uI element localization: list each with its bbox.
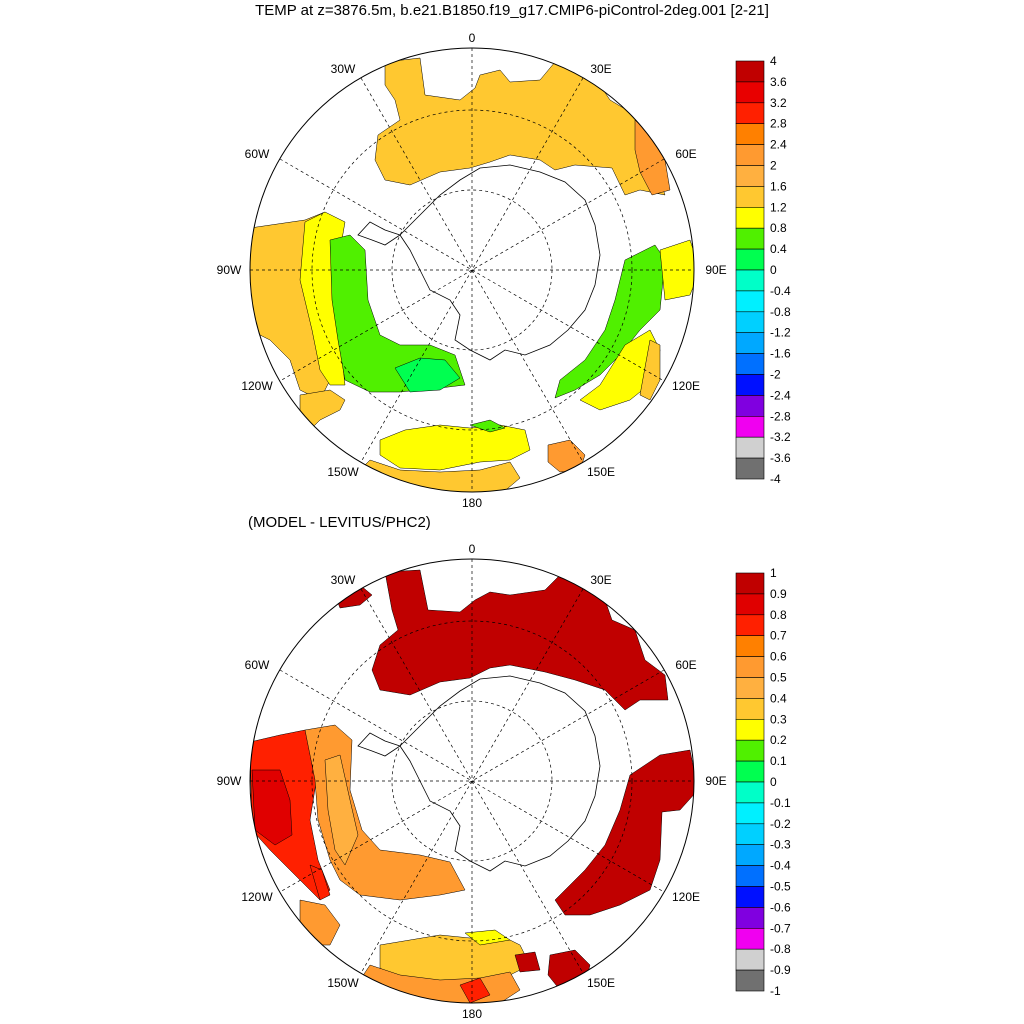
top-map-border: [249, 47, 695, 493]
plot-title: TEMP at z=3876.5m, b.e21.B1850.f19_g17.C…: [255, 2, 769, 19]
top-colorbar-label: 0.4: [770, 242, 787, 256]
top-colorbar-swatch: [735, 60, 765, 83]
top-colorbar-label: -2.4: [770, 388, 791, 402]
top-graticule: [250, 48, 694, 492]
top-colorbar-label: 0.8: [770, 221, 787, 235]
top-colorbar-label: -1.2: [770, 326, 791, 340]
top-colorbar-label: 3.2: [770, 96, 787, 110]
top-field-yellow-east2: [579, 329, 661, 411]
top-lon-60w: 60W: [245, 147, 270, 161]
top-colorbar-swatch: [735, 186, 765, 208]
top-data-field: [250, 57, 694, 492]
top-lon-120w: 120W: [241, 379, 273, 393]
top-colorbar-swatch: [735, 102, 765, 125]
top-colorbar-label: 1.6: [770, 179, 787, 193]
top-field-green-south: [469, 419, 506, 433]
top-colorbar-label: 1.2: [770, 200, 787, 214]
top-colorbar-swatch: [735, 415, 765, 438]
top-lon-90w: 90W: [217, 263, 242, 277]
top-lon-30e: 30E: [590, 62, 611, 76]
top-colorbar-label: 0: [770, 263, 777, 277]
top-colorbar: 4 3.6 3.2 2.8 2.4 2 1.6 1.2 0.8 0.4 0 -0.4 -0.8 -1.2 -…: [735, 54, 791, 486]
top-colorbar-swatch: [735, 144, 765, 166]
plot-subtitle: (MODEL - LEVITUS/PHC2): [248, 514, 431, 531]
top-field-orange-southwest: [299, 389, 346, 436]
top-colorbar-swatch: [735, 311, 765, 333]
top-colorbar-label: -0.8: [770, 305, 791, 319]
top-field-green-west: [329, 234, 466, 393]
top-colorbar-label: -4: [770, 472, 781, 486]
top-colorbar-label: -2.8: [770, 409, 791, 423]
top-field-orange-east: [639, 339, 661, 401]
top-field-yellow-south: [379, 424, 531, 471]
top-lon-60e: 60E: [675, 147, 696, 161]
top-colorbar-swatch: [735, 123, 765, 145]
top-colorbar-label: -0.4: [770, 284, 791, 298]
top-lon-30w: 30W: [331, 62, 356, 76]
top-lon-150w: 150W: [327, 465, 359, 479]
top-colorbar-swatch: [735, 457, 765, 480]
top-field-orange2-southeast: [547, 439, 586, 473]
top-colorbar-swatch: [735, 248, 765, 271]
top-colorbar-label: 2.4: [770, 138, 787, 152]
top-colorbar-swatch: [735, 207, 765, 229]
top-colorbar-swatch: [735, 436, 765, 459]
top-colorbar-swatch: [735, 374, 765, 396]
top-colorbar-label: -2: [770, 368, 781, 382]
top-colorbar-swatch: [735, 81, 765, 104]
top-colorbar-label: -3.2: [770, 430, 791, 444]
top-colorbar-swatch: [735, 227, 765, 250]
top-lon-180: 180: [462, 496, 482, 510]
top-colorbar-label: 2: [770, 159, 777, 173]
top-colorbar-label: -1.6: [770, 347, 791, 361]
top-colorbar-label: -3.6: [770, 451, 791, 465]
top-lon-120e: 120E: [672, 379, 700, 393]
top-lon-90e: 90E: [705, 263, 726, 277]
top-colorbar-label: 2.8: [770, 117, 787, 131]
top-antarctica-outline: [399, 164, 601, 361]
top-colorbar-label: 4: [770, 54, 777, 68]
top-colorbar-swatch: [735, 353, 765, 375]
top-peninsula-outline: [357, 221, 401, 246]
top-lon-0: 0: [469, 31, 476, 45]
top-colorbar-swatch: [735, 269, 765, 292]
top-field-orange-north: [374, 57, 666, 196]
top-lon-150e: 150E: [587, 465, 615, 479]
top-colorbar-swatch: [735, 165, 765, 187]
top-colorbar-swatch: [735, 332, 765, 354]
top-colorbar-swatch: [735, 395, 765, 417]
top-field-green2-west: [394, 357, 461, 393]
top-field-yellow-east: [659, 239, 694, 301]
top-colorbar-swatch: [735, 290, 765, 313]
top-colorbar-label: 3.6: [770, 75, 787, 89]
